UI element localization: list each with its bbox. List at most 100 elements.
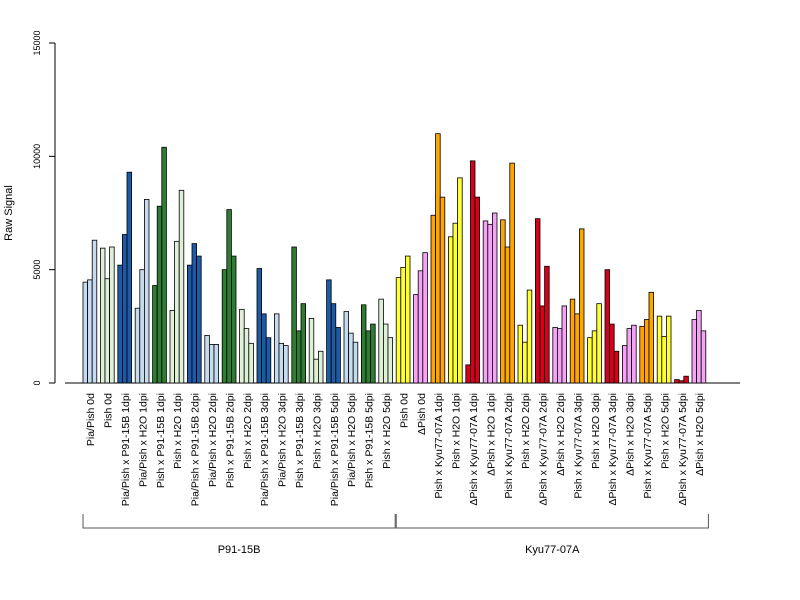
bar	[104, 278, 110, 384]
bar	[330, 303, 337, 384]
x-tick-label: Pia/Pish x P91-15B 3dpi	[259, 393, 271, 506]
bar	[691, 319, 697, 384]
x-tick-label: ΔPish x H2O 5dpi	[694, 393, 706, 476]
x-tick-label: Pish x H2O 2dpi	[242, 393, 254, 469]
bar	[221, 269, 228, 384]
x-tick-label: Pish x Kyu77-07A 1dpi	[433, 393, 445, 499]
bar	[439, 196, 446, 384]
bar	[552, 327, 558, 384]
x-tick-label: Pish x P91-15B 3dpi	[294, 393, 306, 488]
group-label: Kyu77-07A	[525, 544, 580, 556]
bar	[447, 236, 454, 384]
bar	[587, 337, 593, 384]
bar	[204, 334, 210, 384]
bar	[256, 268, 262, 384]
bar	[387, 337, 393, 384]
bar	[161, 146, 167, 384]
y-tick-label: 0	[32, 380, 42, 385]
x-tick-label: Pia/Pish x H2O 1dpi	[137, 393, 149, 487]
bar	[174, 240, 180, 384]
bar	[591, 330, 598, 384]
bar	[91, 239, 98, 384]
bar	[522, 341, 528, 384]
y-tick-label: 10000	[32, 144, 42, 169]
group-label: P91-15B	[218, 544, 261, 556]
bar	[526, 289, 533, 384]
x-tick-label: Pish x H2O 2dpi	[520, 393, 532, 469]
bar	[152, 285, 158, 384]
bar	[574, 313, 580, 384]
bar	[544, 265, 550, 384]
bar	[613, 350, 620, 384]
bar	[365, 330, 371, 384]
bar	[196, 255, 202, 384]
bar	[683, 375, 689, 384]
bar	[273, 313, 280, 384]
bar	[213, 344, 219, 384]
bar	[186, 264, 193, 384]
x-tick-label: Pish x P91-15B 5dpi	[364, 393, 376, 488]
bar	[517, 324, 523, 384]
bar	[561, 305, 567, 384]
bar	[700, 330, 707, 384]
x-tick-label: Pish x Kyu77-07A 2dpi	[503, 393, 515, 499]
x-tick-label: Pish x H2O 3dpi	[311, 393, 323, 469]
x-tick-label: Pish x H2O 5dpi	[381, 393, 393, 469]
x-tick-label: Pia/Pish x H2O 2dpi	[207, 393, 219, 487]
bar	[139, 269, 145, 384]
x-tick-label: Pia/Pish x P91-15B 5dpi	[329, 393, 341, 506]
bar	[370, 323, 376, 384]
x-tick-label: Pish 0d	[398, 393, 410, 428]
x-tick-label: Pia/Pish 0d	[85, 393, 97, 446]
x-tick-label: Pish x Kyu77-07A 3dpi	[572, 393, 584, 499]
bar	[239, 308, 245, 384]
x-tick-label: Pish x P91-15B 1dpi	[155, 393, 167, 488]
bar	[326, 279, 332, 384]
x-tick-label: ΔPish x Kyu77-07A 3dpi	[607, 393, 619, 506]
x-tick-label: Pia/Pish x H2O 3dpi	[277, 393, 289, 487]
bar	[535, 218, 541, 384]
x-tick-label: Pish x H2O 3dpi	[590, 393, 602, 469]
x-tick-label: ΔPish x H2O 2dpi	[555, 393, 567, 476]
bar	[404, 255, 411, 384]
x-tick-label: ΔPish x Kyu77-07A 2dpi	[538, 393, 550, 506]
y-axis: 0 5000 10000 15000	[32, 30, 56, 386]
bar	[639, 325, 645, 384]
bar	[435, 133, 441, 384]
group-bracket	[395, 514, 709, 529]
bar	[178, 189, 185, 384]
bar	[283, 345, 289, 384]
bar	[569, 298, 576, 384]
x-tick-label: Pish x H2O 1dpi	[451, 393, 463, 469]
bar	[126, 171, 132, 384]
bar	[348, 332, 354, 384]
bar	[87, 279, 93, 384]
bar	[278, 342, 284, 384]
bar	[261, 313, 267, 384]
bar	[169, 310, 175, 384]
bar	[300, 303, 306, 384]
x-tick-label: Pish 0d	[103, 393, 115, 428]
bar	[109, 246, 115, 384]
bar	[226, 209, 232, 384]
bar	[335, 327, 341, 384]
bar	[122, 234, 128, 384]
bar	[117, 264, 123, 384]
bar	[609, 323, 615, 384]
group-bracket	[82, 514, 396, 529]
bar	[208, 344, 215, 384]
bar	[678, 380, 685, 384]
x-tick-label: Pia/Pish x P91-15B 1dpi	[120, 393, 132, 506]
bar	[395, 277, 402, 384]
bar	[457, 177, 463, 384]
bar	[82, 281, 88, 384]
bar	[417, 270, 424, 384]
bar	[352, 341, 359, 384]
bar	[422, 252, 428, 384]
x-tick-label: Pia/Pish x H2O 5dpi	[346, 393, 358, 487]
bar	[308, 317, 315, 384]
bar	[604, 269, 610, 384]
bar	[382, 323, 389, 384]
bar	[413, 294, 419, 384]
